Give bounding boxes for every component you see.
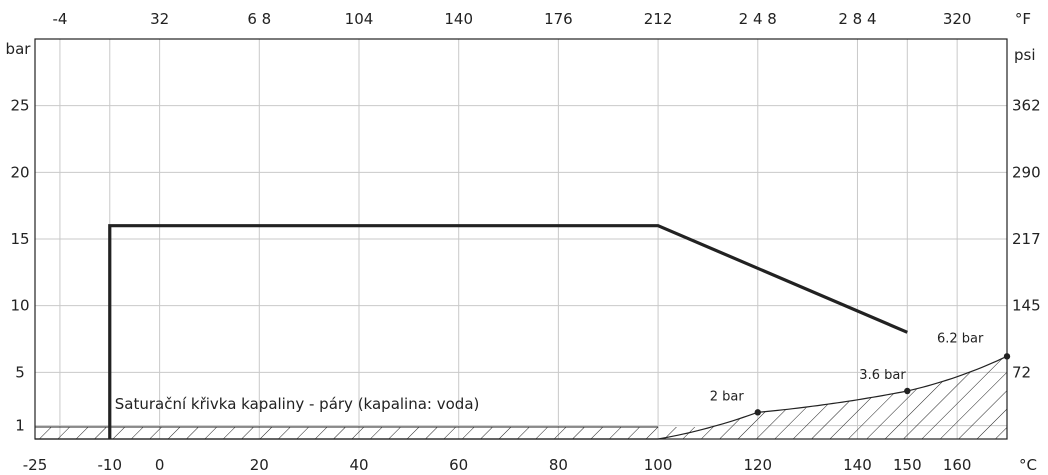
saturation-point-label: 3.6 bar: [859, 368, 906, 383]
y-left-tick-label: 10: [10, 297, 29, 315]
annotations: 2 bar 3.6 bar 6.2 bar Saturační křivka kapa…: [115, 331, 984, 413]
x-bottom-tick-label: 20: [250, 456, 269, 474]
y-left-tick-label: 1: [15, 417, 25, 435]
x-top-tick-label: 32: [150, 10, 169, 28]
saturation-curve-annotation: Saturační křivka kapaliny - páry (kapali…: [115, 395, 480, 413]
x-bottom-tick-label: 120: [743, 456, 772, 474]
saturation-point-label: 6.2 bar: [937, 331, 984, 346]
y-right-tick-label: 145: [1012, 297, 1041, 315]
x-bottom-tick-label: 60: [449, 456, 468, 474]
x-bottom-tick-label: -10: [98, 456, 123, 474]
y-left-tick-label: 25: [10, 97, 29, 115]
y-right-tick-label: 72: [1012, 363, 1031, 381]
saturation-hatch-area: [35, 356, 1007, 439]
x-bottom-tick-label: 100: [644, 456, 673, 474]
y-left-tick-label: 5: [15, 363, 25, 381]
x-bottom-tick-label: 140: [843, 456, 872, 474]
x-top-tick-label: 104: [345, 10, 374, 28]
x-bottom-tick-label: 80: [549, 456, 568, 474]
x-top-tick-label: -4: [52, 10, 67, 28]
y-right-tick-label: 217: [1012, 230, 1041, 248]
x-top-tick-label: 2 8 4: [838, 10, 876, 28]
x-top-tick-label: 176: [544, 10, 573, 28]
x-top-tick-label: 212: [644, 10, 673, 28]
x-bottom-tick-label: 0: [155, 456, 165, 474]
x-top-tick-label: 140: [444, 10, 473, 28]
saturation-point-label: 2 bar: [710, 389, 745, 404]
x-bottom-tick-label: 160: [943, 456, 972, 474]
plot-frame: [34, 38, 1008, 440]
y-left-tick-label: 20: [10, 163, 29, 181]
saturation-point-marker: [904, 387, 911, 395]
x-top-tick-label: 320: [943, 10, 972, 28]
x-bottom-tick-label: 150: [893, 456, 922, 474]
y-left-unit-label: bar: [6, 40, 32, 58]
x-top-tick-label: 6 8: [247, 10, 271, 28]
hatched-region: [35, 356, 1007, 439]
x-top-unit-label: °F: [1015, 10, 1031, 28]
y-right-tick-label: 362: [1012, 97, 1041, 115]
x-bottom-tick-label: -25: [23, 456, 48, 474]
x-bottom-unit-label: °C: [1019, 456, 1037, 474]
x-bottom-tick-label: 40: [349, 456, 368, 474]
y-left-tick-label: 15: [10, 230, 29, 248]
y-right-tick-label: 290: [1012, 163, 1041, 181]
operating-limit-line: [108, 224, 908, 439]
saturation-point-marker: [754, 409, 761, 416]
x-top-tick-label: 2 4 8: [739, 10, 777, 28]
y-right-unit-label: psi: [1014, 46, 1036, 64]
